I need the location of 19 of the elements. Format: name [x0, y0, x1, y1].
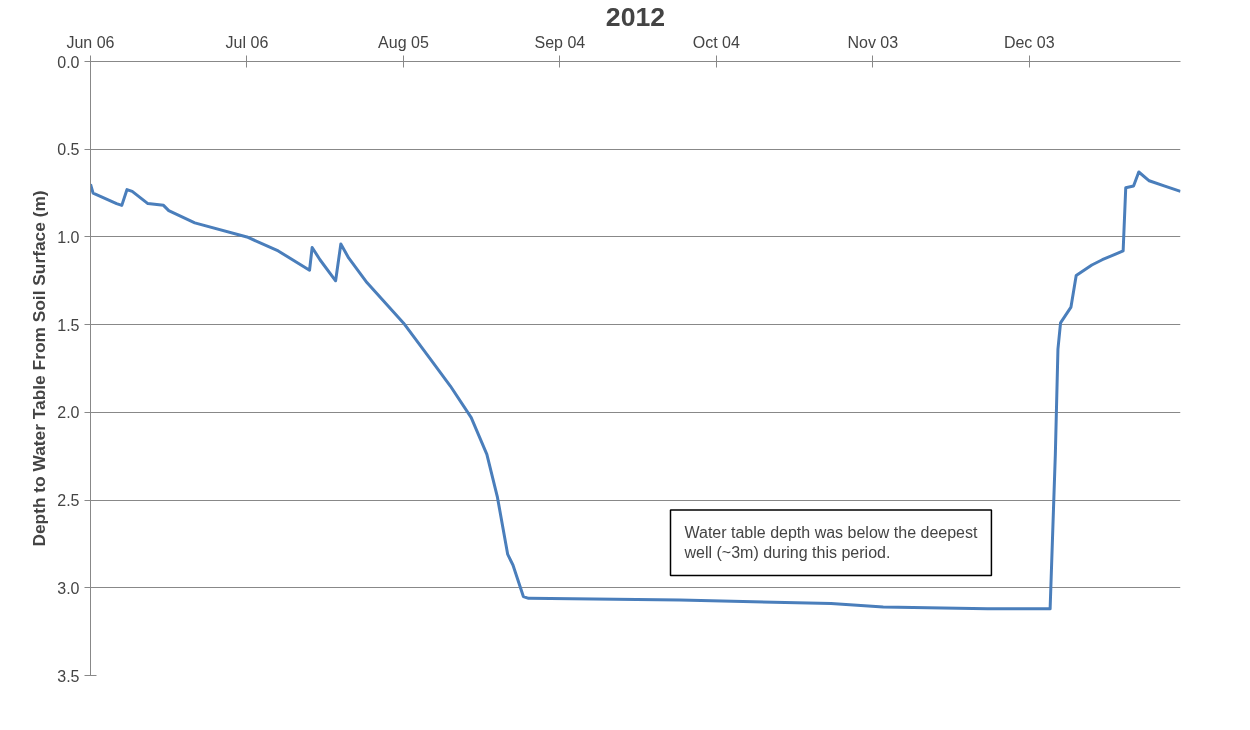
- chart-title: 2012: [605, 1, 666, 32]
- annotation: Water table depth was below the deepest well (~3m) during this period.: [683, 524, 978, 562]
- x-tick-label: Oct 04: [692, 33, 741, 51]
- y-tick-label: 1.0: [57, 228, 80, 246]
- y-tick-label: 0.5: [57, 141, 80, 159]
- x-tick-label: Nov 03: [847, 33, 899, 51]
- x-tick-label: Jun 06: [66, 33, 115, 51]
- x-tick-label: Aug 05: [378, 33, 429, 51]
- y-tick-label: 2.0: [57, 404, 80, 422]
- y-tick-label: 3.5: [57, 667, 80, 685]
- y-tick-label: 1.5: [57, 316, 80, 334]
- y-axis-title: Depth to Water Table From Soil Surface (m): [29, 190, 50, 547]
- x-tick-label: Sep 04: [534, 33, 586, 51]
- y-tick-label: 0.0: [57, 53, 80, 71]
- x-tick-label: Dec 03: [1003, 33, 1055, 51]
- x-tick-label: Jul 06: [225, 33, 269, 51]
- y-tick-label: 2.5: [57, 492, 80, 510]
- y-tick-label: 3.0: [57, 579, 80, 597]
- line-series: [90, 170, 1181, 611]
